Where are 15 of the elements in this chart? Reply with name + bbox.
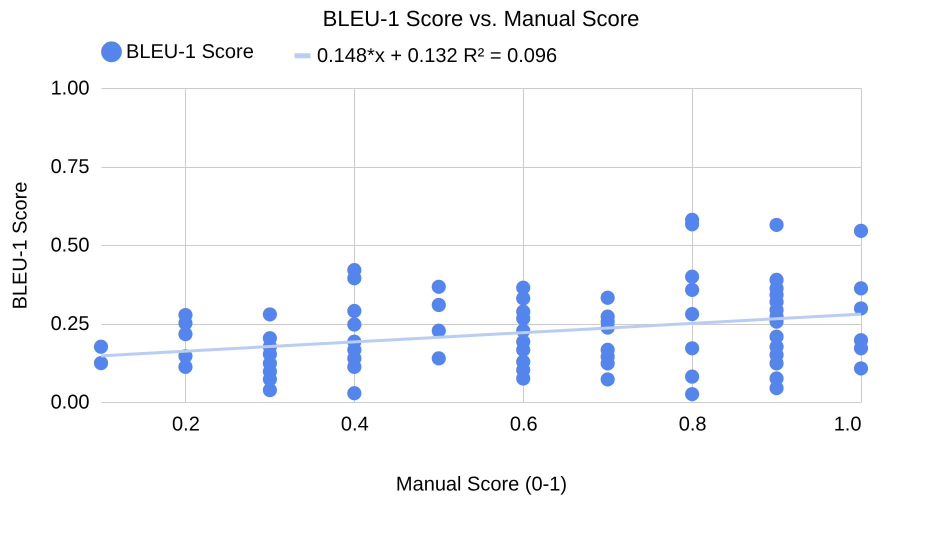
legend-label: 0.148*x + 0.132 R² = 0.096: [317, 44, 558, 67]
x-tick-label: 0.8: [678, 414, 707, 436]
x-tick-label: 0.2: [172, 414, 200, 436]
x-axis-title: Manual Score (0-1): [396, 474, 568, 496]
y-tick-label: 0.00: [50, 392, 90, 414]
y-tick-label: 0.50: [50, 234, 90, 256]
chart-title: BLEU-1 Score vs. Manual Score: [322, 6, 640, 31]
y-axis-title: BLEU-1 Score: [10, 182, 32, 310]
x-tick-label: 0.4: [340, 414, 369, 436]
y-tick-label: 0.25: [50, 313, 90, 335]
legend-label: BLEU-1 Score: [126, 40, 254, 63]
y-tick-label: 0.75: [50, 156, 90, 178]
x-tick-label: 0.6: [510, 414, 538, 436]
y-tick-label: 1.00: [50, 78, 90, 100]
x-tick-label: 1.0: [834, 414, 862, 436]
